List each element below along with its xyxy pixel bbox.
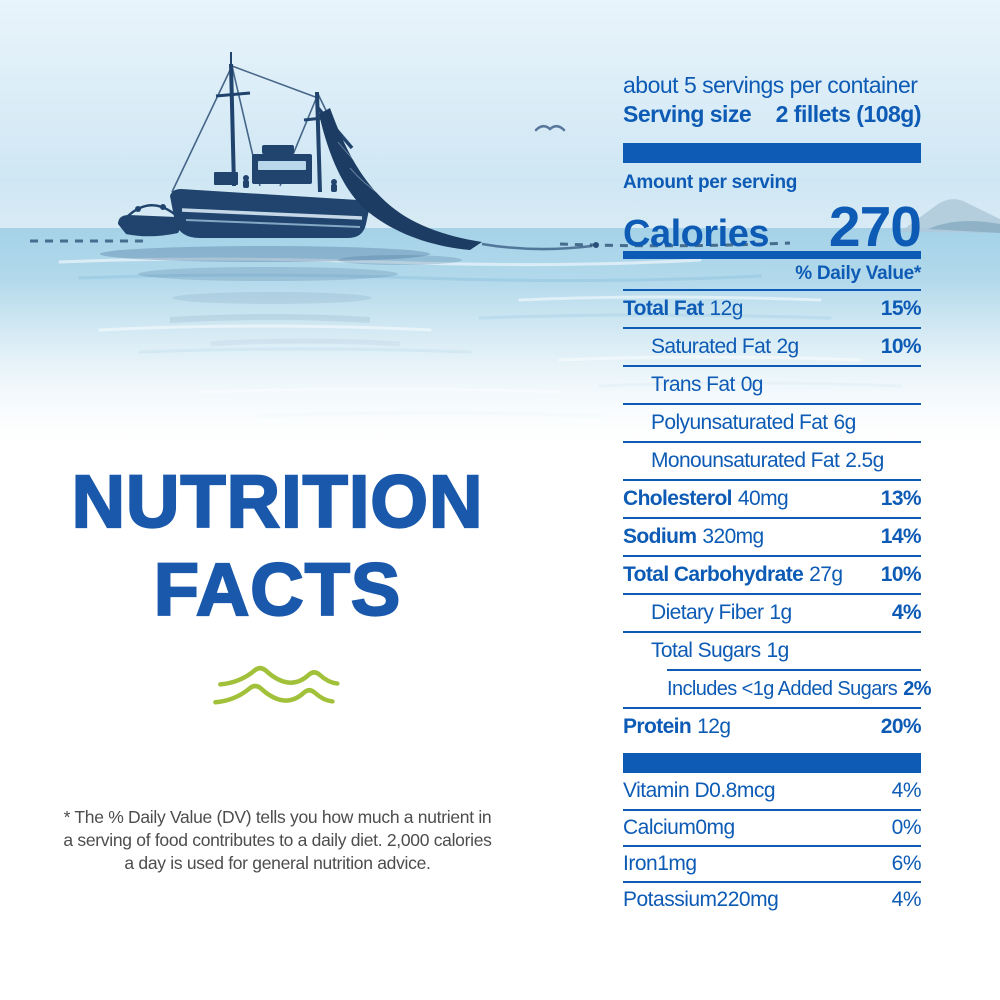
nutrient-amount: 27g [809, 563, 843, 586]
nutrient-label: Cholesterol [623, 487, 733, 510]
nutrient-amount: 1g [769, 601, 792, 624]
nutrient-row-polyunsaturated-fat: Polyunsaturated Fat 6g [623, 403, 921, 441]
nutrient-label: Potassium [623, 888, 717, 911]
micronutrient-row-calcium: Calcium 0mg 0% [623, 809, 922, 845]
photo-fade [0, 280, 1000, 445]
divider-bar-thin [623, 251, 921, 259]
serving-size-label: Serving size [623, 101, 752, 127]
nutrient-row-monounsaturated-fat: Monounsaturated Fat 2.5g [623, 441, 921, 479]
nutrient-label: Vitamin D [623, 779, 710, 802]
nutrient-row-total-fat: Total Fat 12g 15% [623, 289, 922, 327]
divider-bar-thick-bottom [623, 753, 921, 773]
nutrient-label: Trans Fat [651, 373, 735, 396]
nutrient-percent: 20% [880, 715, 922, 738]
nutrient-amount: 1g [766, 639, 790, 662]
nutrient-percent: 2% [903, 677, 931, 700]
calories-value: 270 [828, 195, 922, 259]
micronutrient-row-iron: Iron 1mg 6% [623, 845, 922, 881]
sea-scene-illustration [0, 0, 1000, 445]
nutrient-row-cholesterol: Cholesterol 40mg 13% [623, 479, 922, 517]
nutrient-amount: 2.5g [845, 449, 884, 472]
nutrient-percent: 4% [891, 779, 922, 802]
nutrient-label: Sodium [623, 525, 697, 548]
nutrient-row-trans-fat: Trans Fat 0g [623, 365, 921, 403]
nutrient-percent: 0% [891, 816, 922, 839]
nutrient-row-saturated-fat: Saturated Fat 2g 10% [623, 327, 922, 365]
nutrient-amount: 12g [709, 297, 744, 320]
nutrient-row-protein: Protein 12g 20% [623, 707, 922, 745]
headland [900, 199, 1000, 233]
nutrient-row-added-sugars: Includes <1g Added Sugars 2% [623, 669, 932, 707]
nutrient-amount: 40mg [737, 487, 789, 510]
daily-value-footnote: * The % Daily Value (DV) tells you how m… [63, 807, 492, 874]
nutrient-label: Dietary Fiber [651, 601, 764, 624]
nutrient-label: Monounsaturated Fat [651, 449, 840, 472]
nutrient-label: Total Carbohydrate [623, 563, 804, 586]
nutrient-amount: 320mg [702, 525, 764, 548]
net-float-line [30, 239, 791, 248]
hero-photo [0, 0, 1000, 445]
nutrient-amount: 12g [697, 715, 731, 738]
nutrient-label: Iron [623, 852, 658, 875]
nutrient-label: Total Fat [623, 297, 704, 320]
nutrient-label: Protein [623, 715, 692, 738]
daily-value-header: % Daily Value* [795, 263, 921, 284]
nutrient-row-sodium: Sodium 320mg 14% [623, 517, 922, 555]
nutrient-percent: 15% [880, 297, 922, 320]
nutrient-percent: 4% [891, 601, 922, 624]
nutrient-row-total-sugars: Total Sugars 1g [623, 631, 921, 669]
trawler-boat [170, 52, 599, 251]
nutrient-percent: 10% [880, 563, 922, 586]
nutrition-panel: about 5 servings per container Serving s… [623, 72, 932, 917]
waves-icon [212, 665, 340, 705]
title-line-2: FACTS [153, 547, 402, 632]
seagull-icon [534, 125, 566, 132]
serving-size-value: 2 fillets (108g) [775, 101, 922, 127]
nutrient-label: Includes <1g Added Sugars [667, 677, 898, 700]
nutrient-percent: 10% [880, 335, 922, 358]
nutrient-amount: 6g [833, 411, 857, 434]
wave-icon-wrap [25, 660, 530, 717]
micronutrient-row-potassium: Potassium 220mg 4% [623, 881, 922, 917]
nutrient-percent: 13% [880, 487, 922, 510]
nutrient-percent: 14% [880, 525, 922, 548]
title-line-1: NUTRITION [70, 459, 484, 544]
nutrient-row-total-carbohydrate: Total Carbohydrate 27g 10% [623, 555, 922, 593]
nutrient-percent: 6% [891, 852, 922, 875]
dinghy-boat [118, 204, 183, 237]
nutrient-label: Calcium [623, 816, 696, 839]
serving-size-row: Serving size 2 fillets (108g) [623, 98, 922, 130]
servings-per-container: about 5 servings per container [623, 72, 918, 98]
nutrient-amount: 1mg [657, 852, 697, 875]
calories-row: Calories 270 [623, 194, 922, 259]
left-column: NUTRITION FACTS * The % Daily Value (DV)… [25, 0, 530, 1000]
nutrient-label: Saturated Fat [651, 335, 771, 358]
nutrient-amount: 0.8mcg [709, 779, 776, 802]
divider-bar-thick [623, 143, 921, 163]
nutrient-row-dietary-fiber: Dietary Fiber 1g 4% [623, 593, 922, 631]
nutrient-amount: 0g [740, 373, 764, 396]
nutrient-label: Polyunsaturated Fat [651, 411, 828, 434]
micronutrient-row-vitamin-d: Vitamin D 0.8mcg 4% [623, 773, 922, 809]
nutrient-label: Total Sugars [651, 639, 761, 662]
amount-per-serving-label: Amount per serving [623, 172, 798, 193]
nutrient-amount: 2g [776, 335, 799, 358]
page-title: NUTRITION FACTS [25, 458, 530, 634]
nutrient-amount: 0mg [695, 816, 735, 839]
nutrient-amount: 220mg [716, 888, 779, 911]
calories-label: Calories [623, 213, 769, 255]
nutrient-percent: 4% [891, 888, 922, 911]
